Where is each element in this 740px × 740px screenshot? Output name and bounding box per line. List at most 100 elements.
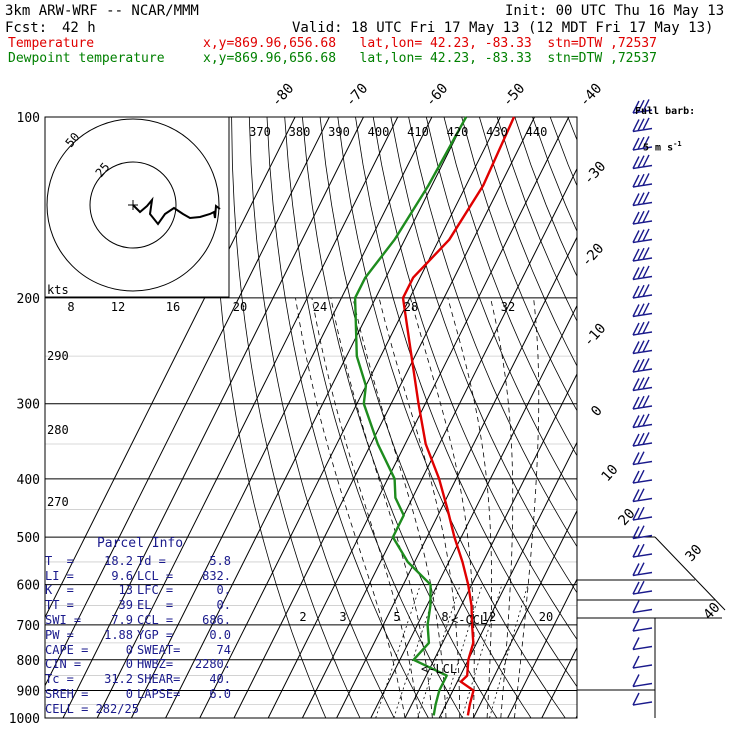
isotherm-tick-label: 10 xyxy=(598,462,621,485)
wind-barb-feather xyxy=(642,210,650,223)
pressure-tick-label: 100 xyxy=(17,111,40,126)
parcel-row: TT = 39 EL = 0. xyxy=(45,598,235,613)
parcel-row-label: Tc = xyxy=(45,672,74,687)
forecast-label: Fcst: xyxy=(5,20,48,36)
dewpoint-line xyxy=(353,116,468,716)
barb-legend-line1: Full barb: xyxy=(635,106,696,117)
parcel-row-label2: SHEAR= xyxy=(137,672,181,687)
wind-barb-feather xyxy=(642,395,650,408)
wind-barb-feather xyxy=(632,359,640,373)
wind-barb xyxy=(632,386,653,392)
model-title: 3km ARW-WRF -- NCAR/MMM xyxy=(5,3,199,19)
isotherm-line xyxy=(96,117,399,718)
parcel-row-label2: LAPSE= xyxy=(137,686,181,701)
theta-tick-label: 400 xyxy=(368,125,390,139)
dry-adiabat-line xyxy=(319,117,532,718)
wind-barb-feather xyxy=(632,378,640,391)
wind-barb-feather xyxy=(637,155,645,169)
theta-tick-label: 440 xyxy=(526,125,548,139)
wind-barb-feather xyxy=(642,413,650,427)
wind-barb xyxy=(632,238,653,244)
theta-tick-label: 370 xyxy=(249,125,271,139)
isotherm-tick-label: 30 xyxy=(682,542,705,565)
wind-barb-feather xyxy=(637,247,645,261)
dry-adiabat-line xyxy=(248,117,395,718)
pressure-tick-label: 800 xyxy=(17,654,40,669)
parcel-row-label2: HWBZ= xyxy=(137,657,174,672)
wind-barb xyxy=(632,368,653,373)
parcel-row-value: 31.2 xyxy=(104,672,133,687)
moist-adiabat-line xyxy=(330,297,433,718)
wind-barb-feather xyxy=(632,470,640,484)
parcel-row-value2: 74 xyxy=(216,642,231,657)
wind-barb-feather xyxy=(632,322,640,336)
barb-legend-unit: 5 m s xyxy=(643,142,674,154)
isotherm-line xyxy=(62,117,364,718)
wind-barb-feather xyxy=(637,210,645,224)
wind-barb-feather xyxy=(632,526,640,539)
barb-frame-diag xyxy=(654,536,726,611)
isotherm-line xyxy=(45,117,330,687)
wind-barb-feather xyxy=(637,432,645,446)
parcel-row-label: T = xyxy=(45,553,74,568)
wind-barb-feather xyxy=(637,580,645,594)
dewpoint-legend: Dewpoint temperature xyxy=(8,51,165,66)
wind-barb xyxy=(632,294,653,299)
isotherm-tick-label: -70 xyxy=(343,81,372,111)
isotherm-line xyxy=(301,167,577,718)
dry-adiabat-line xyxy=(496,117,577,323)
wind-barb xyxy=(632,257,653,262)
hodo-speed-label: 8 xyxy=(67,300,74,314)
wind-barb-feather xyxy=(632,119,640,132)
temperature-line xyxy=(401,116,516,716)
dry-adiabat-label: 280 xyxy=(47,423,69,437)
hodograph-ring-outer xyxy=(46,118,220,292)
wind-barb-feather xyxy=(637,192,645,206)
wind-barb-feather xyxy=(632,285,640,299)
wind-barb-feather xyxy=(637,303,645,317)
wind-barb-feather xyxy=(632,692,640,706)
isotherm-tick-label: -10 xyxy=(581,321,610,351)
theta-tick-label: 380 xyxy=(289,125,311,139)
grid-inner xyxy=(45,117,740,718)
wind-barb-feather xyxy=(632,489,640,502)
wind-barb-feather xyxy=(632,230,640,243)
wind-barb xyxy=(632,479,653,484)
parcel-row-label: SREH = xyxy=(45,686,89,701)
parcel-row-value: 13 xyxy=(118,583,133,598)
dry-adiabat-line xyxy=(213,117,327,718)
wind-barb xyxy=(632,423,653,429)
parcel-row: Tc = 31.2 SHEAR= 40. xyxy=(45,672,235,687)
pressure-tick-label: 600 xyxy=(17,579,40,594)
theta-tick-label: 390 xyxy=(328,125,350,139)
wind-barb-feather xyxy=(637,414,645,428)
wind-barb-feather xyxy=(632,267,640,280)
wind-barb-feather xyxy=(632,600,640,613)
dry-adiabat-line xyxy=(461,117,577,412)
wind-barb xyxy=(632,312,653,318)
wind-barb-feather xyxy=(642,284,650,297)
wind-barb-feather xyxy=(642,376,650,390)
parcel-row-value2: 0. xyxy=(216,598,231,613)
lcl-annotation: <-LCL xyxy=(421,662,457,676)
wind-barb-feather xyxy=(632,248,640,262)
wind-barb xyxy=(632,571,653,577)
parcel-row: PW = 1.88 YGP = 0.0 xyxy=(45,628,235,643)
wind-barb-feather xyxy=(642,154,650,168)
wind-barb-feather xyxy=(637,136,645,150)
parcel-row-value2: 0.0 xyxy=(209,627,231,642)
dry-adiabat-line xyxy=(586,117,740,718)
dry-adiabat-line xyxy=(231,117,361,718)
wind-barb xyxy=(632,627,653,632)
temperature-legend: Temperature xyxy=(8,36,95,51)
parcel-row: LI = 9.6 LCL = 832. xyxy=(45,569,235,584)
wind-barb xyxy=(632,183,653,188)
wind-barb-feather xyxy=(642,358,650,371)
wind-barb-feather xyxy=(632,452,640,465)
parcel-row-value: 9.6 xyxy=(111,568,133,583)
moist-adiabat-line xyxy=(410,297,475,718)
parcel-row-label2: EL = xyxy=(137,598,174,613)
wind-barb-feather xyxy=(637,358,645,372)
theta-tick-label: 410 xyxy=(407,125,429,139)
